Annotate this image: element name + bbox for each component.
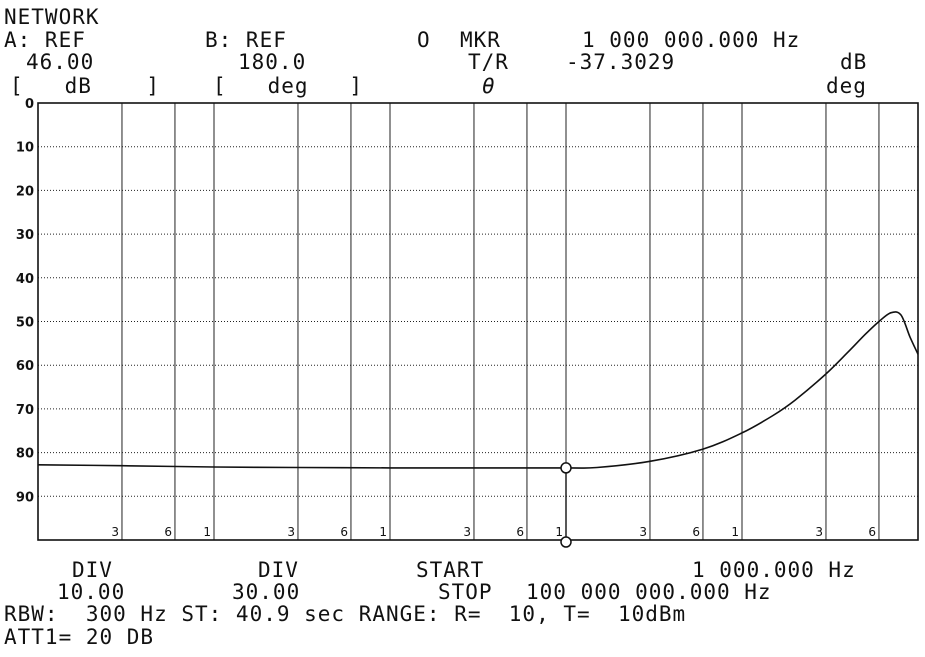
y-tick-label: 10 (16, 141, 34, 156)
trace-a-unit: [ dB ] (10, 74, 161, 98)
trace-b-ref-value: 180.0 (238, 50, 307, 74)
y-tick-label: 80 (16, 447, 34, 462)
x-tick-label: 6 (516, 525, 524, 539)
trace-a-ref-label: A: REF (4, 28, 86, 52)
y-tick-label: 40 (16, 272, 34, 287)
x-tick-label: 6 (692, 525, 700, 539)
trace-b-ref-label: B: REF (205, 28, 287, 52)
marker-label: MKR (460, 28, 501, 52)
start-value: 1 000.000 Hz (692, 558, 856, 582)
y-tick-label: 60 (16, 359, 34, 374)
div-b-label: DIV (258, 558, 299, 582)
x-tick-label: 6 (868, 525, 876, 539)
x-tick-label: 3 (639, 525, 647, 539)
rbw-status-line: RBW: 300 Hz ST: 40.9 sec RANGE: R= 10, T… (4, 602, 687, 626)
x-tick-label: 3 (463, 525, 471, 539)
x-tick-label: 1 (379, 525, 387, 539)
marker-axis-circle (560, 536, 572, 548)
x-tick-label: 6 (164, 525, 172, 539)
marker-circle (560, 462, 572, 474)
x-tick-label: 3 (111, 525, 119, 539)
plot-frame (37, 102, 919, 541)
tr-value: -37.3029 (566, 50, 676, 74)
stop-value: 100 000 000.000 Hz (526, 580, 772, 604)
x-tick-label: 1 (555, 525, 563, 539)
stop-label: STOP (438, 580, 493, 604)
y-tick-label: 50 (16, 316, 34, 331)
trace-a-ref-value: 46.00 (26, 50, 95, 74)
x-tick-label: 3 (287, 525, 295, 539)
tr-label: T/R (468, 50, 509, 74)
tr-unit: dB (840, 50, 868, 74)
theta-label: θ (482, 74, 496, 98)
div-a-label: DIV (72, 558, 113, 582)
marker-frequency: 1 000 000.000 Hz (582, 28, 801, 52)
y-tick-label: 70 (16, 403, 34, 418)
y-tick-label: 90 (16, 490, 34, 505)
div-b-value: 30.00 (232, 580, 301, 604)
marker-symbol-icon: O (417, 28, 431, 52)
y-tick-label: 0 (25, 97, 34, 112)
x-tick-label: 1 (203, 525, 211, 539)
div-a-value: 10.00 (57, 580, 126, 604)
network-analyzer-plot: 0 10 20 30 40 50 60 70 80 90 3 6 1 3 6 1 3 6 1 3 6 1 3 6 (16, 97, 919, 548)
y-tick-label: 30 (16, 228, 34, 243)
theta-unit: deg (826, 74, 867, 98)
x-tick-label: 6 (340, 525, 348, 539)
start-label: START (416, 558, 485, 582)
trace-line (37, 311, 919, 469)
x-tick-label: 3 (815, 525, 823, 539)
x-tick-label: 1 (731, 525, 739, 539)
mode-label: NETWORK (4, 5, 100, 29)
attenuator-line: ATT1= 20 DB (4, 625, 155, 649)
trace-b-unit: [ deg ] (213, 74, 364, 98)
y-tick-label: 20 (16, 184, 34, 199)
